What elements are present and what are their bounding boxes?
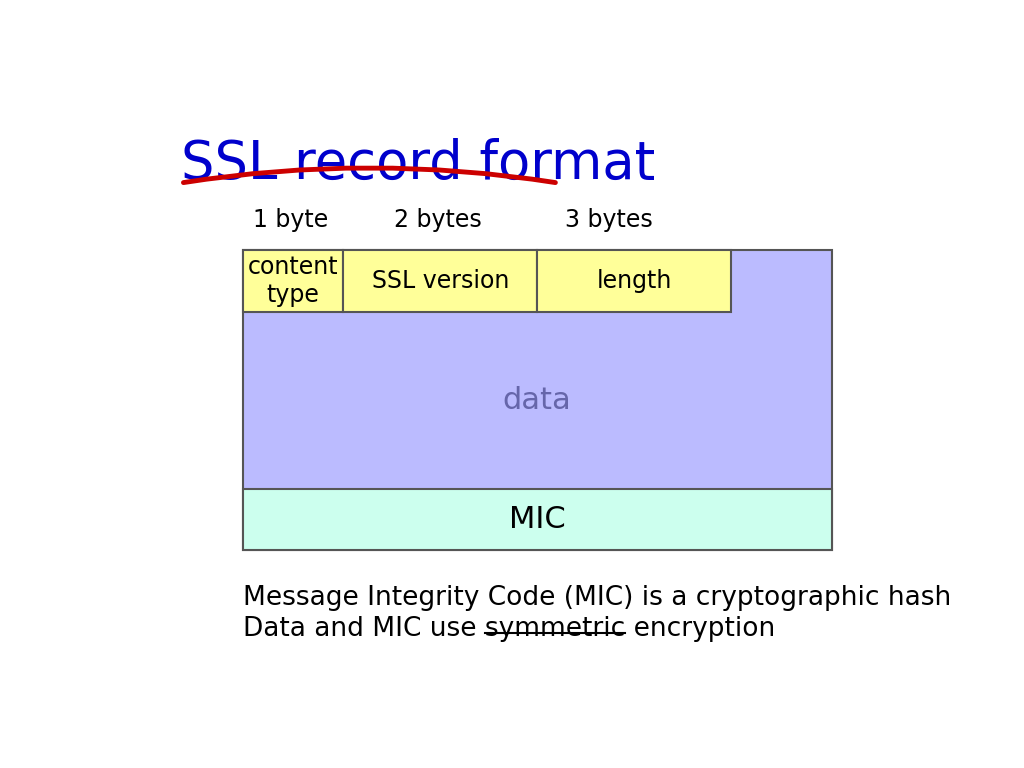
- Text: Data and MIC use symmetric encryption: Data and MIC use symmetric encryption: [243, 616, 775, 642]
- Text: Message Integrity Code (MIC) is a cryptographic hash: Message Integrity Code (MIC) is a crypto…: [243, 585, 951, 611]
- Text: MIC: MIC: [509, 505, 565, 534]
- Text: 3 bytes: 3 bytes: [564, 208, 652, 232]
- Text: SSL record format: SSL record format: [180, 138, 655, 190]
- Text: SSL version: SSL version: [372, 269, 509, 293]
- Text: data: data: [503, 386, 571, 415]
- Bar: [243, 250, 343, 312]
- Bar: [243, 250, 831, 551]
- Text: length: length: [596, 269, 672, 293]
- Bar: [538, 250, 731, 312]
- Text: 1 byte: 1 byte: [253, 208, 329, 232]
- Text: content
type: content type: [248, 255, 338, 306]
- Bar: [343, 250, 538, 312]
- Text: 2 bytes: 2 bytes: [394, 208, 482, 232]
- Bar: [243, 488, 831, 551]
